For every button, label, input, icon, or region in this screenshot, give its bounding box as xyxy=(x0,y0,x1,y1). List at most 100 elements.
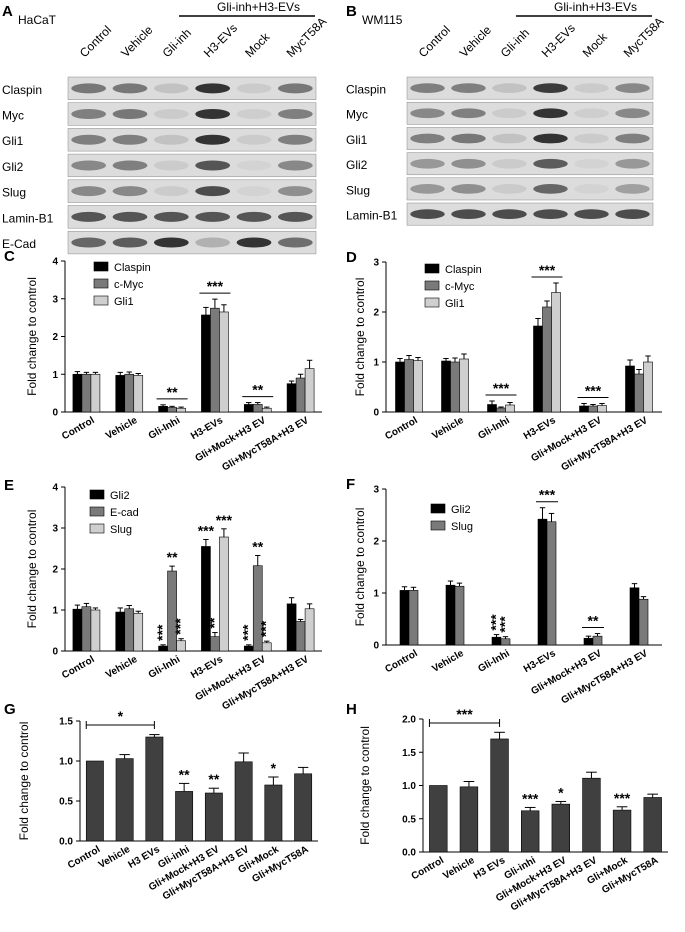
blot-band xyxy=(277,237,313,248)
blot-band xyxy=(195,134,231,145)
blot-band xyxy=(236,83,272,94)
blot-band xyxy=(410,209,445,219)
panel-letter-C: C xyxy=(4,248,15,265)
legend-swatch xyxy=(424,297,440,308)
blot-band xyxy=(153,160,189,171)
bar xyxy=(459,358,469,413)
bar xyxy=(537,518,548,646)
bar xyxy=(441,360,451,413)
x-tick-label: Control xyxy=(383,415,419,442)
legend-swatch xyxy=(89,523,105,534)
blot-band xyxy=(153,186,189,197)
blot-strip xyxy=(67,102,317,126)
y-axis-label: Fold change to control xyxy=(353,278,367,397)
significance-label: *** xyxy=(539,487,556,503)
bar xyxy=(551,803,570,853)
bar xyxy=(643,361,653,413)
y-tick-label: 1 xyxy=(52,370,58,381)
bar xyxy=(551,292,561,413)
blot-band xyxy=(71,211,107,222)
blot-strip xyxy=(67,128,317,152)
bar xyxy=(445,584,456,646)
blot-row-label: Slug xyxy=(2,186,26,200)
blot-band xyxy=(195,83,231,94)
bar xyxy=(81,606,92,652)
bar xyxy=(429,785,448,853)
bar xyxy=(204,792,223,842)
y-axis-label: Fold change to control xyxy=(358,726,372,845)
blot-band xyxy=(615,83,650,93)
bar xyxy=(533,325,543,413)
blot-row-label: Lamin-B1 xyxy=(2,211,54,225)
panel-letter-D: D xyxy=(346,249,357,266)
blot-band xyxy=(112,211,148,222)
blot-row-label: Claspin xyxy=(2,83,42,97)
legend-swatch xyxy=(424,263,440,274)
blot-band xyxy=(451,158,486,169)
x-tick-label: H3 EVs xyxy=(472,855,508,882)
significance-label: *** xyxy=(207,278,224,294)
blot-lane-label: Mock xyxy=(242,29,273,60)
y-axis-label: Fold change to control xyxy=(25,277,39,396)
blot-band xyxy=(574,209,609,219)
blot-strip xyxy=(406,202,654,226)
blot-band xyxy=(236,109,272,120)
y-axis-label: Fold change to control xyxy=(25,510,39,629)
y-tick-label: 2 xyxy=(373,537,379,548)
bar xyxy=(85,760,104,842)
blot-band xyxy=(574,184,609,194)
x-tick-label: Control xyxy=(383,648,419,675)
blot-band xyxy=(236,134,272,145)
bar xyxy=(115,611,126,652)
x-tick-label: Gli-Inhi xyxy=(147,654,183,681)
bar xyxy=(629,587,640,646)
x-tick-label: Gli-Inhi xyxy=(476,415,512,442)
x-tick-label: Vehicle xyxy=(104,415,140,442)
y-tick-label: 2 xyxy=(52,565,58,576)
blot-band xyxy=(153,237,189,248)
blot-band xyxy=(277,134,313,145)
significance-label: *** xyxy=(172,618,188,635)
x-tick-label: Vehicle xyxy=(430,415,466,442)
blot-strip xyxy=(406,101,654,125)
significance-label: *** xyxy=(614,790,631,806)
blot-cell-line-A: HaCaT xyxy=(18,13,57,27)
blot-band xyxy=(195,237,231,248)
bar xyxy=(286,603,297,652)
x-tick-label: Control xyxy=(60,654,96,681)
y-tick-label: 3 xyxy=(52,524,58,535)
bar xyxy=(264,784,283,842)
x-tick-label: Vehicle xyxy=(430,648,466,675)
x-tick-label: Control xyxy=(60,415,96,442)
blot-band xyxy=(153,211,189,222)
blot-band xyxy=(574,83,609,93)
blot-band xyxy=(195,109,231,120)
blot-band xyxy=(112,186,148,197)
blot-band xyxy=(615,158,650,169)
panel-letter-A: A xyxy=(2,3,13,20)
blot-band xyxy=(277,83,313,94)
panel-letter-G: G xyxy=(4,701,16,718)
bar xyxy=(612,809,632,853)
blot-band xyxy=(236,160,272,171)
bar xyxy=(395,361,405,413)
legend-swatch xyxy=(89,506,105,517)
bar xyxy=(638,598,649,646)
y-tick-label: 0.0 xyxy=(59,837,73,848)
bar xyxy=(491,636,502,646)
y-tick-label: 3 xyxy=(52,294,58,305)
panel-letter-B: B xyxy=(346,3,357,20)
bar xyxy=(583,637,594,646)
legend-swatch xyxy=(89,489,105,500)
y-tick-label: 0.0 xyxy=(402,848,416,859)
legend-swatch xyxy=(93,261,109,272)
bar xyxy=(243,404,254,413)
significance-label: ** xyxy=(588,613,599,629)
panel-letter-H: H xyxy=(346,701,357,718)
blot-row-label: Claspin xyxy=(346,82,386,96)
legend-label: c-Myc xyxy=(445,281,475,293)
bar xyxy=(124,373,135,413)
bar xyxy=(500,638,511,646)
blot-band xyxy=(451,108,486,119)
blot-strip xyxy=(67,179,317,203)
